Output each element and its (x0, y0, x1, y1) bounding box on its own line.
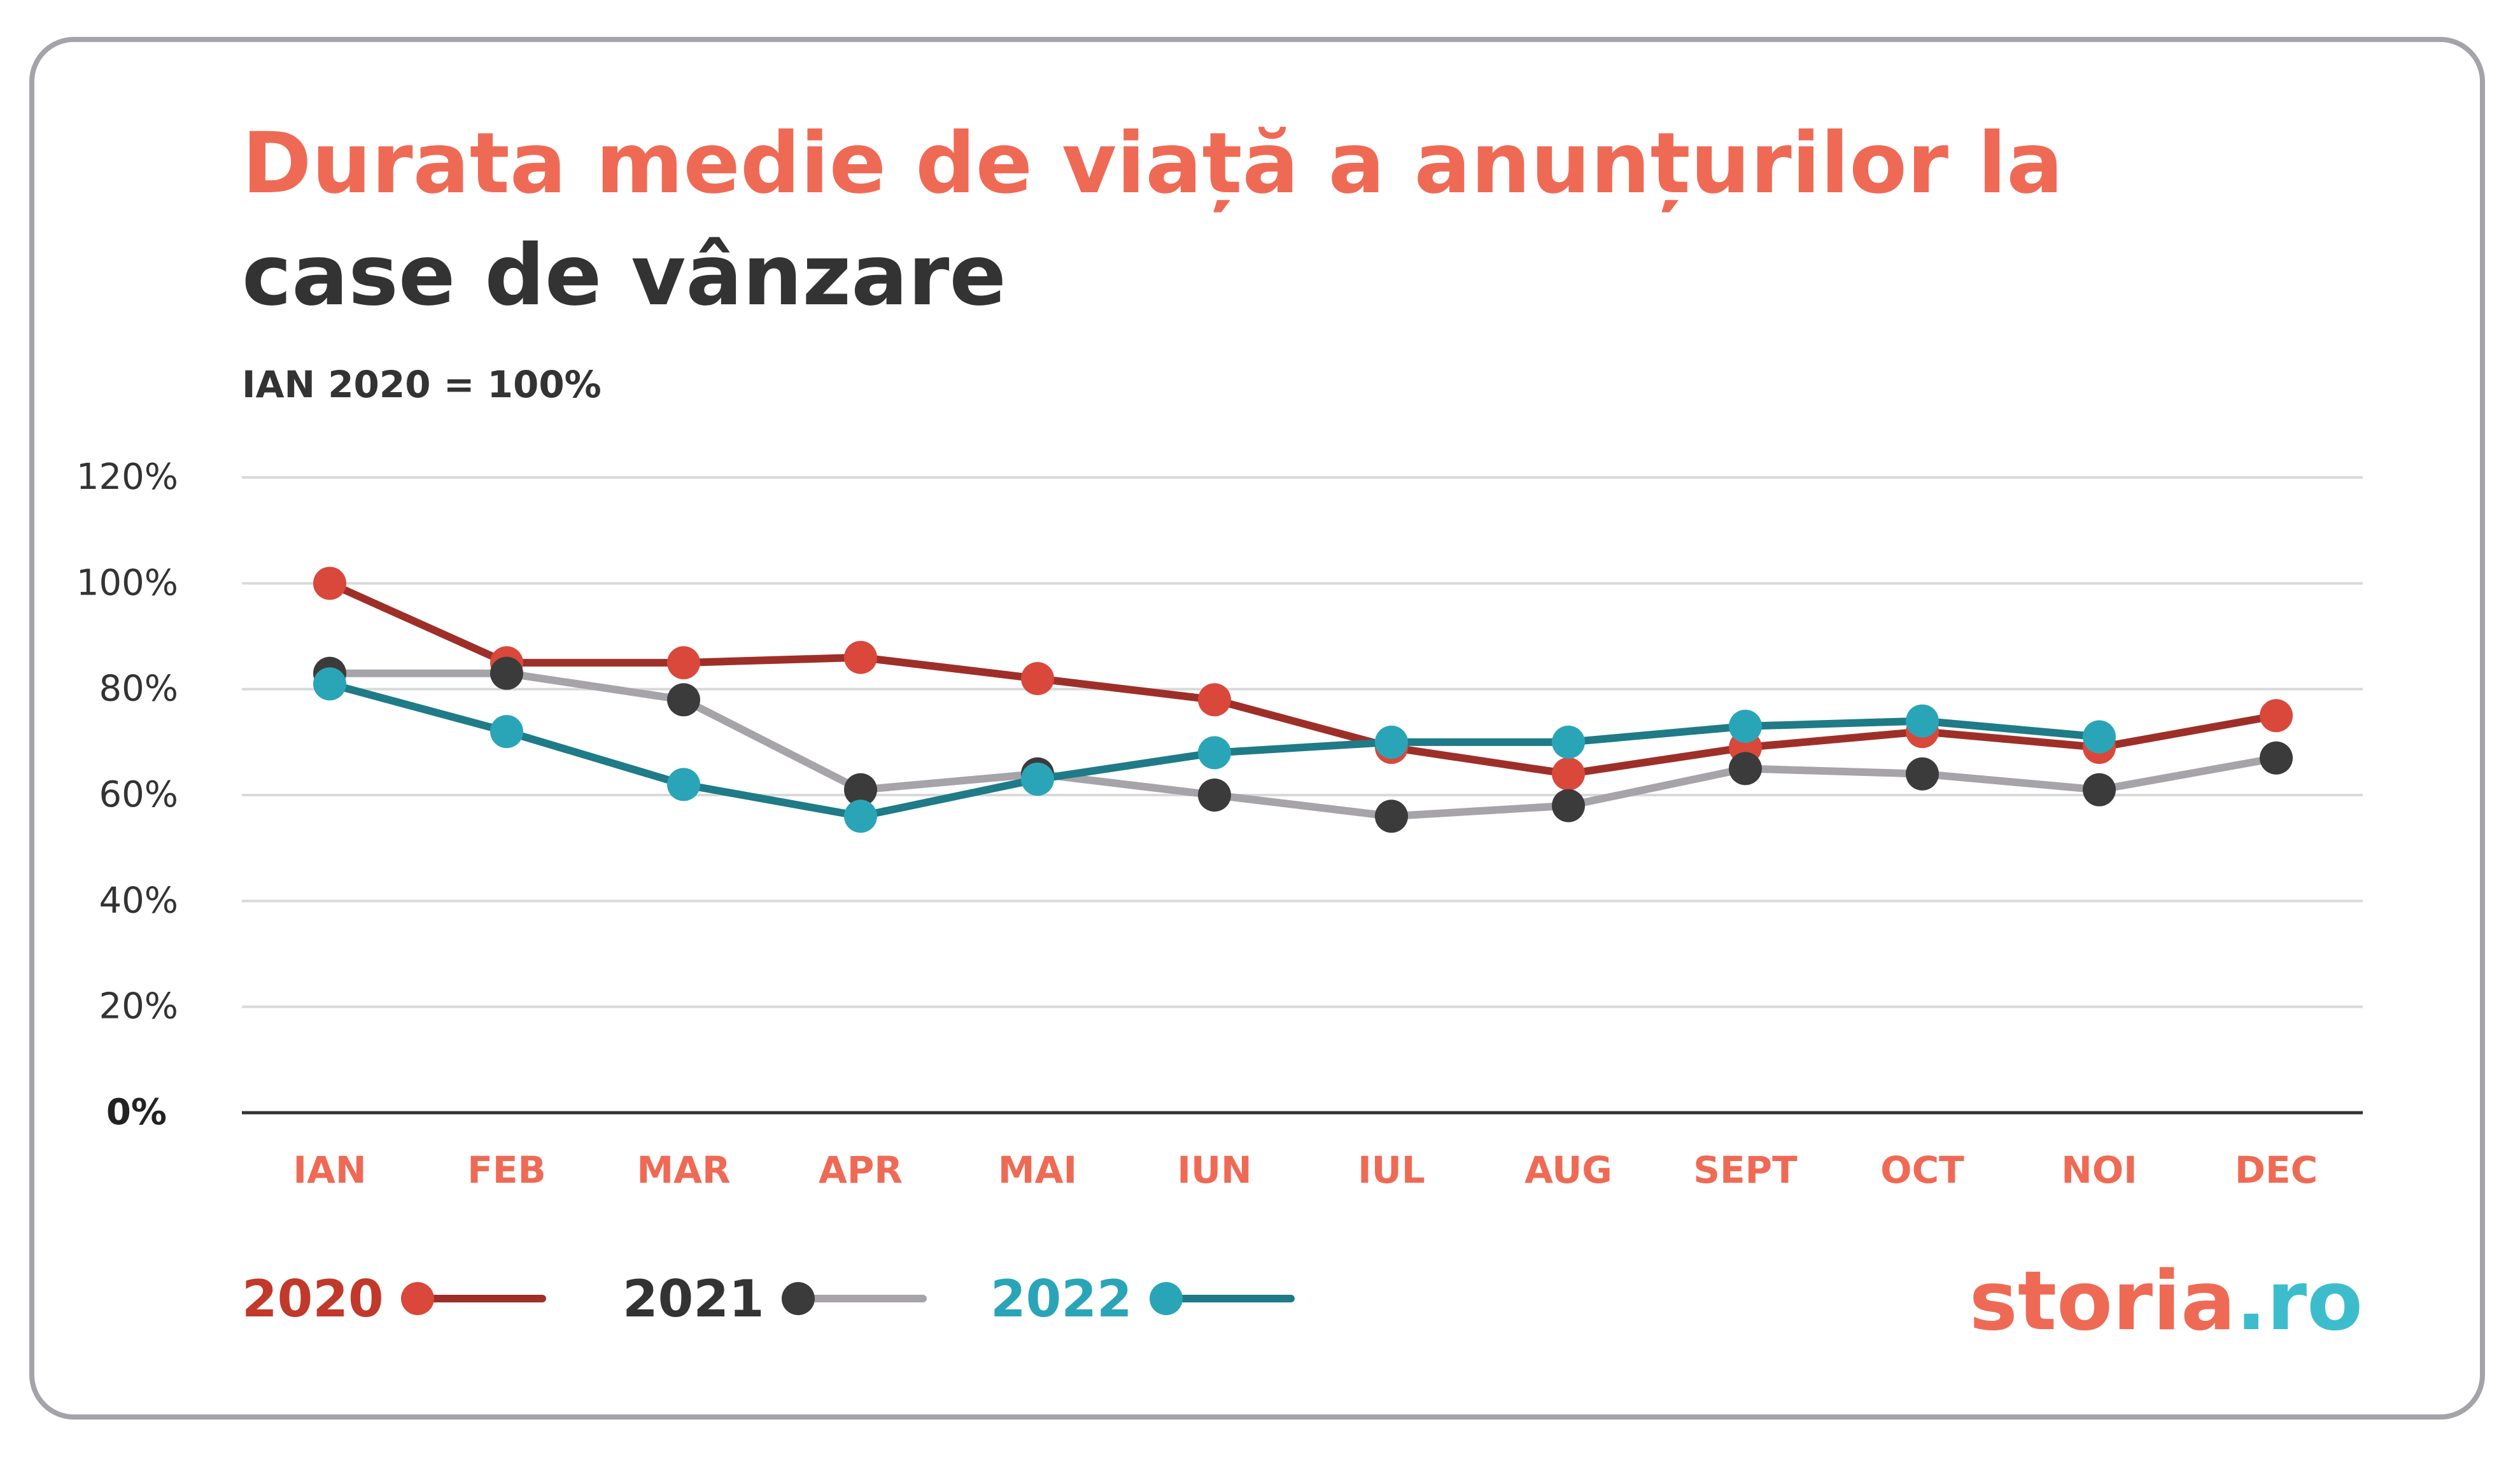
point-2020-aug (1552, 757, 1585, 791)
point-2022-iun (1198, 736, 1231, 770)
point-2022-mai (1021, 763, 1054, 796)
x-tick-label-mai: MAI (998, 1148, 1077, 1192)
legend-label-2020: 2020 (242, 1269, 384, 1329)
y-tick-label-0: 0% (106, 1092, 167, 1133)
point-2021-noi (2083, 773, 2116, 807)
chart-title-line2: case de vânzare (242, 227, 1006, 325)
x-axis-ticks: IAN FEB MAR APR MAI IUN IUL AUG SEPT OCT NOI DEC (293, 1148, 2318, 1192)
series-layer (313, 567, 2293, 833)
point-2020-iun (1198, 683, 1231, 717)
x-tick-label-apr: APR (819, 1148, 903, 1192)
x-tick-label-ian: IAN (293, 1148, 366, 1192)
point-2020-apr (844, 640, 877, 674)
point-2020-mai (1021, 662, 1054, 696)
legend-label-2022: 2022 (990, 1269, 1132, 1329)
point-2022-sept (1729, 709, 1762, 743)
point-2022-ian (313, 667, 346, 701)
y-tick-label-40: 40% (99, 880, 178, 921)
y-tick-label-80: 80% (99, 668, 178, 710)
x-tick-label-sept: SEPT (1693, 1148, 1798, 1192)
x-tick-label-mar: MAR (637, 1148, 730, 1192)
point-2021-iul (1375, 800, 1408, 833)
series-line-2021 (326, 669, 2280, 821)
point-2021-oct (1906, 757, 1939, 791)
point-2022-oct (1906, 704, 1939, 738)
y-tick-label-120: 120% (76, 456, 178, 498)
point-2022-feb (490, 715, 523, 749)
legend-item-2021: 2021 (623, 1269, 927, 1329)
logo-tld-text: .ro (2235, 1254, 2363, 1349)
x-tick-label-aug: AUG (1524, 1148, 1612, 1192)
chart-card (29, 37, 2485, 1420)
storia-logo: storia.ro (1969, 1254, 2363, 1349)
point-2021-apr (844, 773, 877, 807)
legend-marker-2020 (401, 1282, 434, 1315)
legend-label-2021: 2021 (623, 1269, 764, 1329)
x-tick-label-oct: OCT (1880, 1148, 1964, 1192)
chart-title-line1: Durata medie de viață a anunțurilor la (242, 115, 2063, 213)
grid-layer (242, 476, 2363, 1115)
point-2021-aug (1552, 789, 1585, 822)
x-tick-label-iul: IUL (1358, 1148, 1425, 1192)
point-2020-ian (313, 567, 346, 600)
x-tick-label-feb: FEB (467, 1148, 546, 1192)
y-tick-label-100: 100% (76, 562, 178, 603)
point-2022-apr (844, 800, 877, 833)
y-tick-label-60: 60% (99, 774, 178, 815)
point-2021-feb (490, 656, 523, 690)
legend-marker-2021 (782, 1282, 815, 1315)
chart-subtitle: IAN 2020 = 100% (242, 363, 602, 406)
series-2022 (313, 667, 2116, 833)
x-tick-label-iun: IUN (1177, 1148, 1251, 1192)
legend-marker-2022 (1150, 1282, 1183, 1315)
point-2022-iul (1375, 725, 1408, 759)
series-2020 (313, 567, 2293, 791)
point-2020-mar (667, 646, 700, 680)
legend-item-2022: 2022 (990, 1269, 1295, 1329)
y-axis-ticks: 0% 20% 40% 60% 80% 100% 120% (76, 456, 178, 1133)
point-2021-dec (2260, 741, 2293, 775)
point-2022-noi (2083, 720, 2116, 754)
point-2021-mar (667, 683, 700, 717)
x-tick-label-dec: DEC (2235, 1148, 2318, 1192)
point-2021-iun (1198, 779, 1231, 812)
y-tick-label-20: 20% (99, 986, 178, 1027)
point-2021-sept (1729, 752, 1762, 786)
point-2022-aug (1552, 725, 1585, 759)
legend-item-2020: 2020 (242, 1269, 546, 1329)
legend: 2020 2021 2022 (242, 1269, 1295, 1329)
point-2020-dec (2260, 699, 2293, 733)
point-2022-mar (667, 768, 700, 801)
series-line-2020 (326, 579, 2280, 778)
logo-main-text: storia (1969, 1254, 2236, 1349)
x-tick-label-noi: NOI (2061, 1148, 2137, 1192)
